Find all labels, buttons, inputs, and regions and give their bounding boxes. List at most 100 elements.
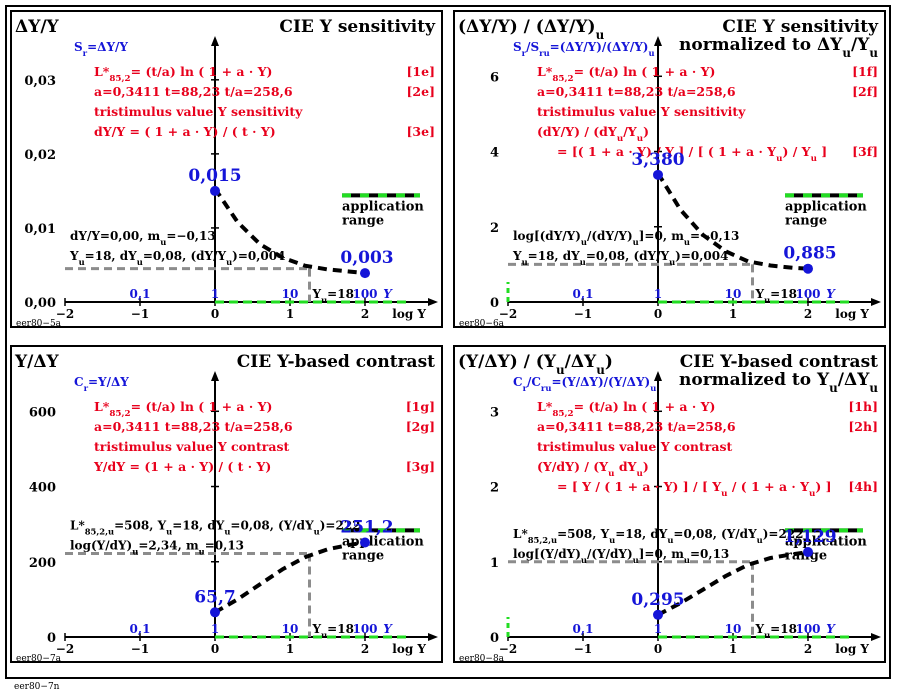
panel-border xyxy=(10,345,443,663)
page-code: eer80−7n xyxy=(14,682,60,692)
x-axis-label: log Y xyxy=(392,307,426,321)
data-point xyxy=(210,185,220,196)
data-point-label: 3,380 xyxy=(631,150,684,170)
formula-tag: [2h] xyxy=(848,419,878,434)
info-line: L*85,2,u=508, Yu=18, dYu=0,08, (Y/dYu)=2… xyxy=(70,518,361,536)
blue-y-unit: Y xyxy=(383,622,393,636)
blue-y-tick-label: 1 xyxy=(211,622,219,636)
formula-tag: [3f] xyxy=(852,144,878,159)
x-axis-arrow xyxy=(871,298,881,306)
info-line: log[(dY/Y)u/(dY/Y)u]=0, mu=−0,13 xyxy=(513,229,739,247)
y-tick-label: 0,00 xyxy=(24,296,56,311)
blue-y-tick-label: 10 xyxy=(282,287,299,301)
data-point xyxy=(360,268,370,279)
formula-line: a=0,3411 t=88,23 t/a=258,6 xyxy=(537,419,736,434)
formula-line: a=0,3411 t=88,23 t/a=258,6 xyxy=(537,84,736,99)
formula-label: Cr=Y/ΔY xyxy=(74,375,129,393)
panel-sensitivity: eer80−5a ΔY/Y CIE Y sensitivity Sr=ΔY/Y 0,00… xyxy=(10,10,443,328)
panel-contrast-normalized: eer80−8a(Y/ΔY) / (Yu/ΔYu) CIE Y-based con… xyxy=(453,345,886,663)
blue-y-tick-label: 0,1 xyxy=(130,622,151,636)
blue-y-tick-label: 10 xyxy=(282,622,299,636)
formula-tag: [3e] xyxy=(407,124,435,139)
formula-line: tristimulus value Y sensitivity xyxy=(537,104,746,119)
blue-y-unit: Y xyxy=(383,287,393,301)
y-tick-label: 2 xyxy=(490,221,499,236)
panel-code: eer80−8a xyxy=(459,654,505,663)
data-point-label: 65,7 xyxy=(194,587,235,607)
x-tick-label: −1 xyxy=(574,307,592,321)
data-point-label: 0,295 xyxy=(631,590,684,610)
x-tick-label: 2 xyxy=(804,307,812,321)
data-point xyxy=(360,537,370,548)
x-tick-label: 1 xyxy=(729,642,737,656)
panel-border xyxy=(453,345,886,663)
blue-y-tick-label: 0,1 xyxy=(573,622,594,636)
x-axis-label: log Y xyxy=(835,307,869,321)
info-line: dY/Y=0,00, mu=−0,13 xyxy=(70,229,216,247)
y-tick-label: 400 xyxy=(29,481,56,496)
data-curve xyxy=(213,187,366,276)
y-tick-label: 6 xyxy=(490,70,499,85)
x-tick-label: −1 xyxy=(574,642,592,656)
application-range-label: application xyxy=(342,199,424,214)
x-tick-label: 2 xyxy=(804,642,812,656)
data-curve xyxy=(657,550,809,617)
blue-y-unit: Y xyxy=(826,622,836,636)
application-range-label: application xyxy=(785,534,867,549)
application-range-label: range xyxy=(785,213,827,228)
chart-title: CIE Y sensitivity xyxy=(722,17,879,37)
info-line: log[(Y/dY)u/(Y/dY)u]=0, mu=0,13 xyxy=(513,547,729,565)
blue-y-tick-label: 10 xyxy=(725,622,742,636)
formula-tag: [1g] xyxy=(406,399,435,414)
y-tick-label: 0 xyxy=(47,631,56,646)
data-point xyxy=(653,609,663,620)
x-tick-label: 0 xyxy=(654,642,662,656)
x-tick-label: −2 xyxy=(499,307,517,321)
blue-y-tick-label: 0,1 xyxy=(130,287,151,301)
formula-tag: [1h] xyxy=(848,399,878,414)
y-tick-label: 4 xyxy=(490,146,499,161)
blue-y-tick-label: 100 xyxy=(795,622,820,636)
formula-label: Sr=ΔY/Y xyxy=(74,40,128,58)
x-tick-label: 2 xyxy=(361,642,369,656)
blue-y-tick-label: 100 xyxy=(795,287,820,301)
data-point-label: 0,003 xyxy=(340,248,393,268)
chart-title: CIE Y-based contrast xyxy=(680,352,878,372)
application-range-label: range xyxy=(342,213,384,228)
outer-frame xyxy=(5,5,891,679)
data-point-label: 251,2 xyxy=(340,518,393,538)
chart-title: CIE Y sensitivity xyxy=(279,17,436,37)
data-point xyxy=(210,607,220,618)
y-tick-label: 0,01 xyxy=(24,222,56,237)
formula-line: dY/Y = ( 1 + a · Y) / ( t · Y) xyxy=(94,124,276,139)
blue-y-tick-label: 1 xyxy=(654,287,662,301)
y-tick-label: 0,02 xyxy=(24,148,56,163)
panel-contrast: eer80−7a Y/ΔY CIE Y-based contrast Cr=Y/ΔY 0… xyxy=(10,345,443,663)
data-point-label: 0,885 xyxy=(783,244,836,264)
y-axis-arrow xyxy=(211,371,219,381)
blue-y-tick-label: 10 xyxy=(725,287,742,301)
formula-tag: [1f] xyxy=(852,64,878,79)
formula-tag: [4h] xyxy=(848,479,878,494)
y-tick-label: 200 xyxy=(29,556,56,571)
blue-y-tick-label: 0,1 xyxy=(573,287,594,301)
x-tick-label: −2 xyxy=(56,642,74,656)
x-axis-arrow xyxy=(428,633,438,641)
info-line: L*85,2,u=508, Yu=18, dYu=0,08, (Y/dYu)=2… xyxy=(513,527,804,545)
x-tick-label: 1 xyxy=(729,307,737,321)
data-curve xyxy=(656,172,809,271)
panel-border xyxy=(10,10,443,328)
x-axis-arrow xyxy=(871,633,881,641)
data-point xyxy=(803,263,813,274)
formula-tag: [3g] xyxy=(406,459,435,474)
x-tick-label: 0 xyxy=(654,307,662,321)
y-axis-arrow xyxy=(654,371,662,381)
formula-tag: [1e] xyxy=(407,64,435,79)
y-axis-label: Y/ΔY xyxy=(14,352,60,372)
blue-y-tick-label: 1 xyxy=(211,287,219,301)
formula-line: tristimulus value Y contrast xyxy=(537,439,733,454)
x-tick-label: 1 xyxy=(286,642,294,656)
data-point-label: 1,129 xyxy=(783,527,836,547)
data-point xyxy=(653,169,663,180)
formula-line: tristimulus value Y sensitivity xyxy=(94,104,303,119)
